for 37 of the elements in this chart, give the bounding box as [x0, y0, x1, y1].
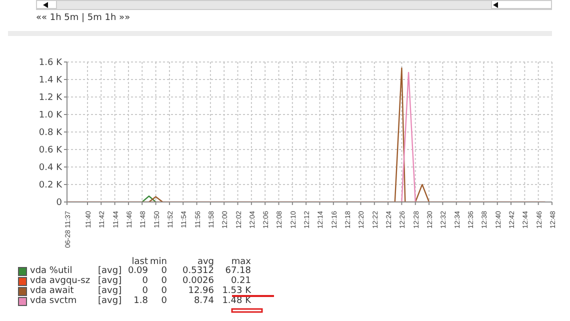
text: 1.53 K: [222, 286, 251, 296]
text: 0: [142, 276, 148, 286]
text: 0: [142, 286, 148, 296]
text: 0.5312: [182, 266, 214, 276]
text: min: [150, 257, 167, 267]
text: 0: [161, 286, 167, 296]
text: last: [132, 257, 148, 267]
text: 0.0026: [182, 276, 214, 286]
y-tick-label: 1.2 K: [38, 93, 64, 104]
text: 67.18: [225, 266, 251, 276]
text: 0: [161, 296, 167, 306]
y-tick-label: 1.4 K: [38, 76, 64, 86]
legend-label: vda %util: [30, 266, 72, 276]
y-tick-label: 0.6 K: [38, 146, 64, 156]
text: 12.96: [187, 286, 214, 296]
text: [avg]: [98, 286, 122, 296]
text: [avg]: [98, 296, 122, 306]
text: max: [231, 257, 251, 267]
text: avg: [197, 257, 214, 267]
y-tick-label: 1.6 K: [38, 58, 64, 68]
y-tick-label: 1.0 K: [38, 110, 64, 121]
y-tick-label: 0: [56, 198, 62, 208]
legend-label: vda avgqu-sz: [30, 276, 90, 286]
text: [avg]: [98, 276, 122, 286]
text: 0: [161, 266, 167, 276]
text: 0.21: [230, 276, 251, 286]
y-tick-label: 0.4 K: [38, 163, 64, 174]
text: «« 1h 5m | 5m 1h »»: [36, 13, 130, 23]
y-tick-label: 0.2 K: [38, 180, 64, 191]
text: 0.09: [128, 266, 148, 276]
legend-label: vda await: [30, 286, 74, 296]
text: 0: [161, 276, 167, 286]
text: 8.74: [192, 296, 214, 306]
y-tick-label: 0.8 K: [38, 128, 64, 138]
text: 1.8: [134, 296, 148, 306]
text: [avg]: [98, 266, 122, 276]
legend-label: vda svctm: [30, 296, 77, 306]
